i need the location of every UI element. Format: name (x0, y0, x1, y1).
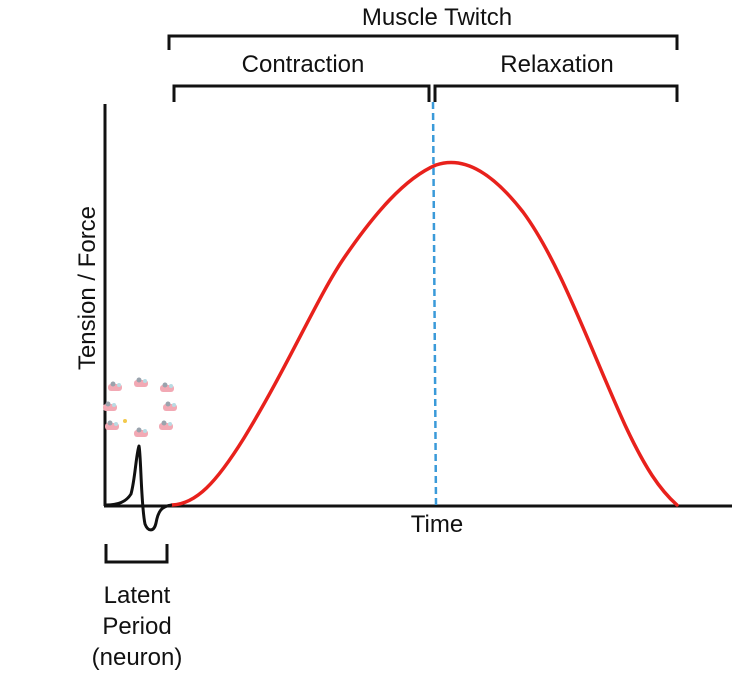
latent-period-line-2: Period (102, 613, 172, 640)
neurotransmitter-vesicles-icon (103, 377, 177, 437)
title-label: Muscle Twitch (361, 4, 513, 31)
x-axis-label: Time (410, 511, 464, 538)
muscle-twitch-bracket (167, 34, 679, 50)
peak-divider-line (431, 101, 438, 506)
latent-period-line-1: Latent (103, 582, 171, 609)
relaxation-bracket (433, 84, 679, 102)
y-axis-label: Tension / Force (74, 205, 101, 371)
contraction-label: Contraction (241, 51, 365, 78)
latent-period-line-3: (neuron) (91, 644, 183, 671)
twitch-tension-curve (170, 160, 679, 507)
latent-period-label: Latent Period (neuron) (67, 580, 207, 673)
relaxation-label: Relaxation (500, 51, 614, 78)
contraction-bracket (172, 84, 431, 102)
latent-period-bracket (104, 544, 169, 564)
neuron-action-potential-spike (105, 444, 173, 532)
